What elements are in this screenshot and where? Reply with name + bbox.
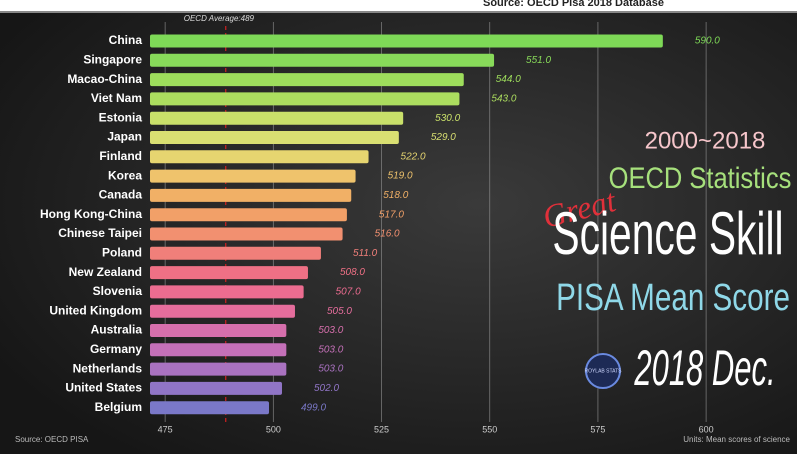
value-label: 505.0: [327, 306, 352, 317]
years: 2000~2018: [645, 127, 766, 154]
category-label: Viet Nam: [91, 91, 142, 105]
source: Source: OECD PISA: [15, 435, 89, 444]
category-label: Germany: [90, 342, 142, 356]
category-label: Belgium: [95, 400, 142, 414]
bar: [150, 227, 343, 241]
category-label: Canada: [99, 188, 143, 202]
bar: [150, 381, 282, 395]
bar: [150, 34, 663, 48]
x-tick-label: 575: [590, 424, 605, 434]
category-label: Singapore: [83, 52, 142, 66]
value-label: 503.0: [318, 344, 343, 355]
value-label: 508.0: [340, 267, 365, 278]
category-label: New Zealand: [69, 265, 142, 279]
category-label: Finland: [99, 149, 142, 163]
logo-text: ROYLAB STATS: [584, 368, 622, 374]
value-label: 518.0: [383, 190, 408, 201]
value-label: 507.0: [336, 287, 361, 298]
x-tick-label: 550: [482, 424, 497, 434]
x-tick-label: 600: [699, 424, 714, 434]
value-label: 544.0: [496, 74, 521, 85]
value-label: 517.0: [379, 209, 404, 220]
category-label: Chinese Taipei: [58, 226, 142, 240]
bar: [150, 285, 304, 299]
value-label: 516.0: [375, 229, 400, 240]
bar: [150, 169, 356, 183]
value-label: 503.0: [318, 364, 343, 375]
bar: [150, 208, 347, 222]
bar: [150, 246, 321, 260]
value-label: 499.0: [301, 402, 326, 413]
annotations: 2000~2018 OECD Statistics Great Science …: [539, 127, 791, 396]
category-label: Hong Kong-China: [40, 207, 142, 221]
subtitle: OECD Statistics: [609, 161, 792, 194]
value-label: 551.0: [526, 55, 551, 66]
bar: [150, 362, 287, 376]
value-label: 503.0: [318, 325, 343, 336]
bar: [150, 324, 287, 337]
category-label: China: [109, 33, 143, 47]
x-tick-label: 525: [374, 424, 389, 434]
bar: [150, 53, 495, 67]
bar: [150, 150, 369, 164]
value-label: 522.0: [401, 151, 426, 162]
value-label: 502.0: [314, 383, 339, 394]
bar: [150, 188, 352, 202]
value-label: 590.0: [695, 36, 720, 47]
bar: [150, 131, 399, 144]
x-tick-label: 475: [158, 424, 173, 434]
units: Units: Mean scores of science: [683, 435, 790, 444]
category-label: United States: [65, 381, 142, 395]
category-label: Netherlands: [73, 361, 143, 375]
logo: [585, 353, 621, 389]
category-label: Estonia: [99, 110, 143, 124]
value-label: 511.0: [353, 248, 378, 259]
bar: [150, 266, 308, 280]
bar: [150, 343, 287, 357]
category-label: Korea: [108, 168, 142, 182]
category-label: Japan: [107, 130, 142, 144]
average-label: OECD Average:489: [184, 14, 255, 23]
x-tick-label: 500: [266, 424, 281, 434]
value-label: 529.0: [431, 132, 456, 143]
pisa-title: PISA Mean Score: [556, 277, 790, 319]
bar: [150, 92, 460, 106]
top-strip-border: [0, 11, 797, 13]
category-label: United Kingdom: [49, 303, 142, 317]
top-strip: [0, 0, 797, 11]
category-label: Macao-China: [67, 72, 142, 86]
bar: [150, 73, 464, 87]
bar: [150, 304, 295, 318]
category-label: Australia: [91, 323, 143, 337]
title: Science Skill: [552, 200, 783, 267]
category-label: Slovenia: [93, 284, 143, 298]
category-label: Poland: [102, 245, 142, 259]
date: 2018 Dec.: [634, 340, 776, 396]
bar: [150, 401, 270, 415]
value-label: 530.0: [435, 113, 460, 124]
header-source: Source: OECD Pisa 2018 Database: [483, 0, 664, 9]
bar: [150, 111, 404, 125]
value-label: 519.0: [388, 171, 413, 182]
value-label: 543.0: [491, 94, 516, 105]
